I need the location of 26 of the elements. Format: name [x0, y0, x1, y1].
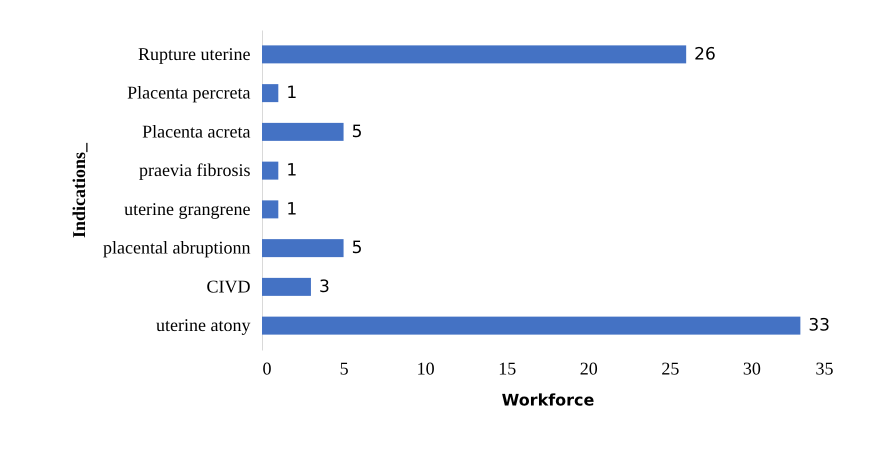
data-label: 26	[694, 44, 716, 64]
data-label: 5	[352, 238, 362, 258]
y-tick-label: uterine grangrene	[124, 198, 251, 219]
y-tick-label: Placenta percreta	[127, 82, 251, 103]
data-label: 1	[286, 83, 298, 104]
x-tick-label: 30	[742, 358, 761, 378]
data-label: 1	[286, 160, 298, 181]
y-axis-title: Indications_	[69, 142, 90, 238]
y-tick-label: CIVD	[206, 276, 250, 296]
x-tick-label: 10	[416, 358, 435, 378]
data-label: 1	[286, 199, 298, 220]
y-tick-label: placental abruptionn	[103, 238, 250, 258]
y-tick-label: praevia fibrosis	[139, 160, 250, 180]
x-axis-title: Workforce	[502, 390, 595, 410]
data-label: 33	[808, 316, 830, 336]
x-tick-label: 35	[816, 358, 834, 378]
y-tick-label: Rupture uterine	[138, 44, 251, 64]
y-tick-label: Placenta acreta	[142, 121, 251, 142]
data-label: 3	[318, 276, 330, 297]
data-label: 5	[352, 122, 362, 142]
x-tick-label: 15	[498, 358, 516, 378]
x-tick-label: 0	[262, 358, 272, 378]
x-tick-label: 5	[340, 358, 349, 378]
x-tick-label: 20	[580, 358, 598, 378]
y-tick-label: uterine atony	[156, 315, 250, 336]
x-tick-label: 25	[661, 358, 680, 378]
